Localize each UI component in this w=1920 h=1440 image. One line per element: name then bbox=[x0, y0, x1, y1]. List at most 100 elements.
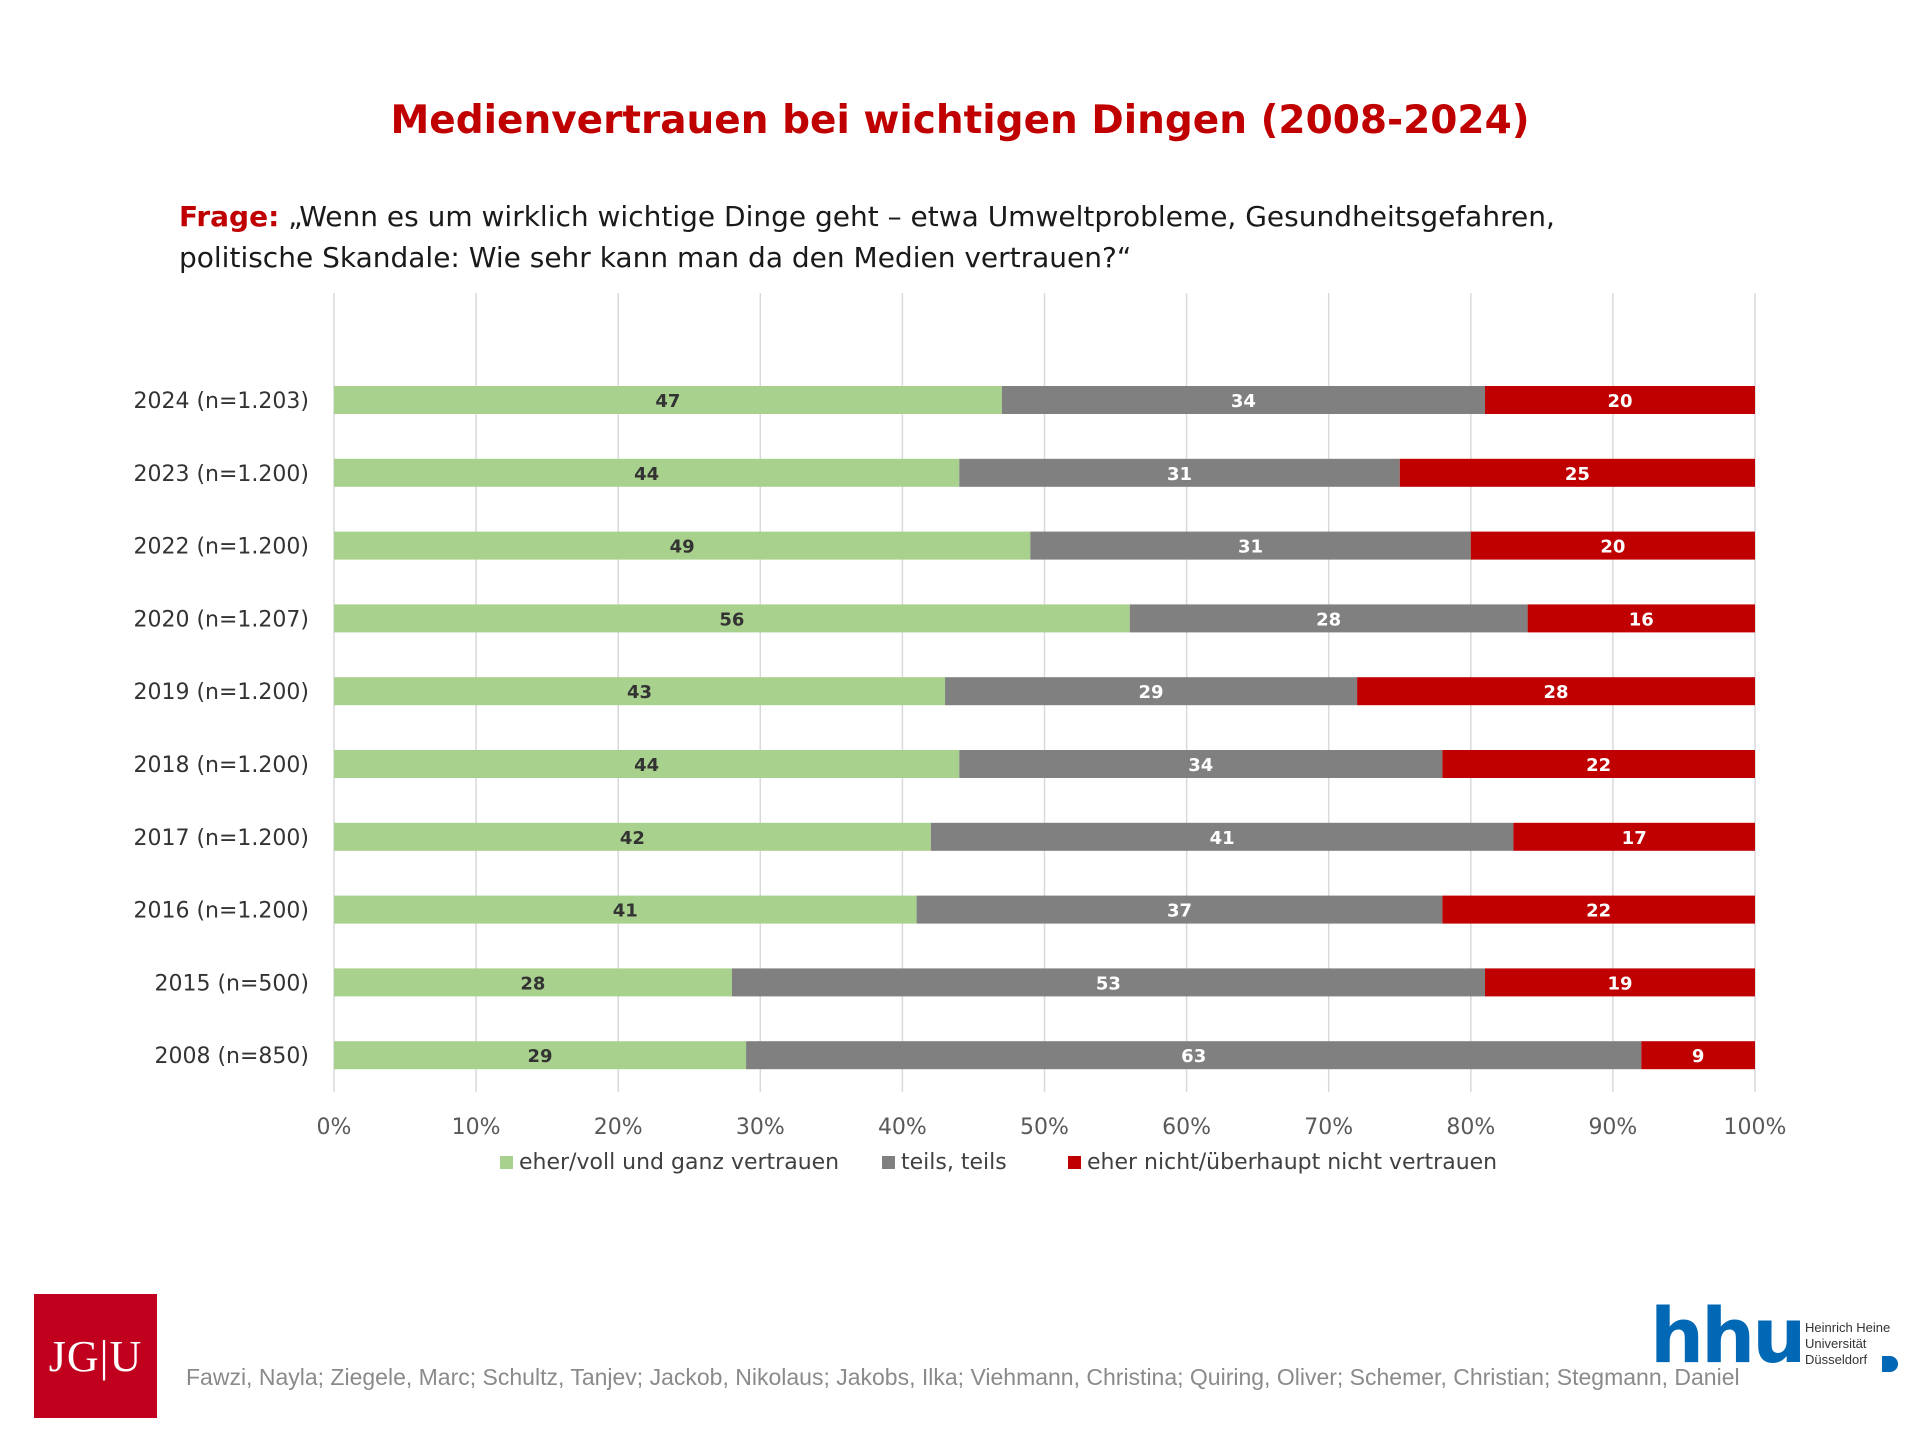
bar-segment bbox=[959, 458, 1400, 487]
legend-label: eher nicht/überhaupt nicht vertrauen bbox=[1087, 1150, 1497, 1175]
bar-segment bbox=[1129, 604, 1528, 633]
bar-segment bbox=[1442, 895, 1755, 924]
hhu-subtitle: Heinrich Heine Universität Düsseldorf bbox=[1805, 1320, 1915, 1368]
chart-title: Medienvertrauen bei wichtigen Dingen (20… bbox=[390, 98, 1530, 143]
x-tick-label: 10% bbox=[452, 1115, 501, 1140]
bar-segment bbox=[1485, 968, 1755, 997]
data-label: 17 bbox=[1622, 828, 1647, 849]
legend-swatch bbox=[1068, 1156, 1081, 1169]
x-tick-label: 50% bbox=[1020, 1115, 1069, 1140]
jgu-logo: JG|U bbox=[34, 1294, 157, 1418]
data-label: 47 bbox=[655, 391, 680, 412]
bar-segment bbox=[334, 968, 732, 997]
bar-segment bbox=[1513, 822, 1755, 851]
bar-segment bbox=[334, 750, 960, 778]
category-labels: 2024 (n=1.203) 2023 (n=1.200) 2022 (n=1.20… bbox=[133, 389, 309, 1069]
category-label: 2017 (n=1.200) bbox=[133, 826, 309, 851]
category-label: 2024 (n=1.203) bbox=[133, 389, 309, 414]
data-label: 49 bbox=[670, 537, 695, 558]
bar-segment bbox=[916, 895, 1443, 924]
x-tick-label: 30% bbox=[736, 1115, 785, 1140]
data-label: 28 bbox=[520, 973, 545, 994]
hhu-subtitle-line: Universität bbox=[1805, 1336, 1867, 1351]
category-label: 2020 (n=1.207) bbox=[133, 607, 309, 632]
data-label: 41 bbox=[1210, 828, 1235, 849]
category-label: 2015 (n=500) bbox=[154, 971, 309, 996]
bar-segment bbox=[1527, 604, 1755, 633]
category-label: 2018 (n=1.200) bbox=[133, 753, 309, 778]
bar-segment bbox=[334, 895, 917, 924]
hhu-wordmark: hhu bbox=[1650, 1291, 1806, 1380]
bar-segment bbox=[1001, 386, 1486, 414]
x-axis-ticks: 0% 10% 20% 30% 40% 50% 60% 70% 80% 90% 100% bbox=[317, 1115, 1787, 1140]
x-tick-label: 90% bbox=[1588, 1115, 1637, 1140]
category-label: 2016 (n=1.200) bbox=[133, 899, 309, 924]
bars: 47 34 20 44 31 25 49 31 20 56 28 16 43 29 28 44 34 22 42 41… bbox=[334, 386, 1755, 1070]
bar-segment bbox=[1485, 386, 1755, 414]
data-label: 31 bbox=[1238, 537, 1263, 558]
category-label: 2008 (n=850) bbox=[154, 1044, 309, 1069]
x-tick-label: 100% bbox=[1724, 1115, 1787, 1140]
bar-segment bbox=[959, 750, 1443, 778]
authors-footer: Fawzi, Nayla; Ziegele, Marc; Schultz, Ta… bbox=[186, 1364, 1740, 1390]
data-label: 22 bbox=[1586, 901, 1611, 922]
x-tick-label: 0% bbox=[317, 1115, 352, 1140]
x-tick-label: 80% bbox=[1446, 1115, 1495, 1140]
data-label: 16 bbox=[1629, 609, 1654, 630]
data-label: 22 bbox=[1586, 755, 1611, 776]
data-label: 31 bbox=[1167, 464, 1192, 485]
data-label: 28 bbox=[1316, 609, 1341, 630]
data-label: 9 bbox=[1692, 1046, 1705, 1067]
bar-segment bbox=[746, 1041, 1642, 1070]
legend-label: eher/voll und ganz vertrauen bbox=[519, 1150, 839, 1175]
data-label: 37 bbox=[1167, 901, 1192, 922]
bar-segment bbox=[334, 458, 960, 487]
data-label: 20 bbox=[1607, 391, 1632, 412]
question-label: Frage: bbox=[179, 200, 280, 233]
data-label: 56 bbox=[719, 609, 744, 630]
bar-segment bbox=[334, 822, 931, 851]
bar-segment bbox=[1470, 531, 1755, 560]
bar-segment bbox=[334, 386, 1002, 414]
data-label: 28 bbox=[1544, 682, 1569, 703]
x-tick-label: 20% bbox=[594, 1115, 643, 1140]
data-label: 44 bbox=[634, 755, 659, 776]
bar-segment bbox=[930, 822, 1514, 851]
x-tick-label: 70% bbox=[1304, 1115, 1353, 1140]
legend-swatch bbox=[882, 1156, 895, 1169]
x-tick-label: 40% bbox=[878, 1115, 927, 1140]
bar-segment bbox=[1442, 750, 1755, 778]
category-label: 2022 (n=1.200) bbox=[133, 535, 309, 560]
bar-segment bbox=[945, 677, 1358, 706]
hhu-subtitle-line: Düsseldorf bbox=[1805, 1352, 1868, 1367]
question-body: „Wenn es um wirklich wichtige Dinge geht… bbox=[179, 200, 1555, 274]
bar-segment bbox=[1399, 458, 1755, 487]
hhu-mark-icon bbox=[1882, 1356, 1898, 1372]
data-label: 34 bbox=[1231, 391, 1256, 412]
stacked-bar-chart: 47 34 20 44 31 25 49 31 20 56 28 16 43 29 28 44 34 22 42 41… bbox=[133, 293, 1787, 1175]
legend-swatch bbox=[500, 1156, 513, 1169]
bar-segment bbox=[1357, 677, 1755, 706]
legend: eher/voll und ganz vertrauen teils, teils… bbox=[500, 1150, 1497, 1175]
bar-segment bbox=[334, 1041, 747, 1070]
bar-segment bbox=[1030, 531, 1471, 560]
hhu-subtitle-line: Heinrich Heine bbox=[1805, 1320, 1891, 1335]
data-label: 29 bbox=[1139, 682, 1164, 703]
data-label: 25 bbox=[1565, 464, 1590, 485]
bar-segment bbox=[1641, 1041, 1755, 1070]
question-text: Frage: „Wenn es um wirklich wichtige Din… bbox=[179, 196, 1679, 278]
data-label: 43 bbox=[627, 682, 652, 703]
data-label: 63 bbox=[1181, 1046, 1206, 1067]
data-label: 19 bbox=[1607, 973, 1632, 994]
bar-segment bbox=[334, 604, 1130, 633]
legend-label: teils, teils bbox=[901, 1150, 1007, 1175]
bar-segment bbox=[731, 968, 1486, 997]
data-label: 53 bbox=[1096, 973, 1121, 994]
bar-segment bbox=[334, 677, 946, 706]
data-label: 44 bbox=[634, 464, 659, 485]
data-label: 42 bbox=[620, 828, 645, 849]
data-label: 20 bbox=[1600, 537, 1625, 558]
jgu-logo-text: JG|U bbox=[48, 1331, 143, 1381]
bar-segment bbox=[334, 531, 1031, 560]
category-label: 2023 (n=1.200) bbox=[133, 462, 309, 487]
